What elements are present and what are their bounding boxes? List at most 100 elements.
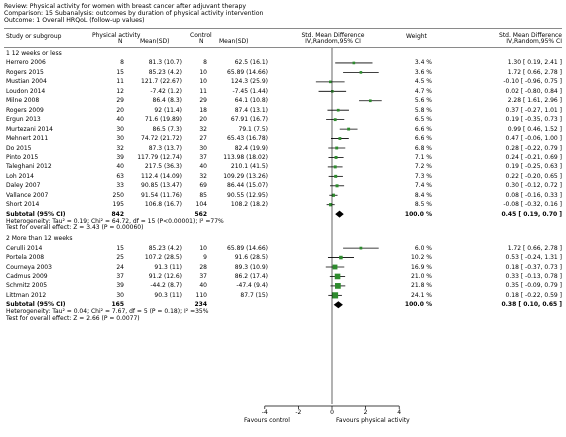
review-line: Review: Physical activity for women with… — [4, 3, 247, 10]
pa-n: 32 — [116, 144, 124, 152]
study-marker — [335, 283, 341, 289]
study-marker — [333, 118, 337, 122]
control-n: 40 — [199, 282, 207, 290]
outcome-line: Outcome: 1 Overall HRQoL (follow-up valu… — [4, 17, 145, 24]
weight-value: 6.8 % — [414, 144, 432, 152]
control-mean-sd: 86.2 (17.4) — [234, 272, 268, 280]
smd-ci-value: 0.19 [ -0.35, 0.73 ] — [505, 116, 562, 124]
study-marker — [359, 71, 363, 74]
weight-value: 16.9 % — [411, 263, 432, 271]
pa-n: 25 — [116, 254, 124, 262]
study-name: Pinto 2015 — [6, 153, 39, 161]
heterogeneity-text: Heterogeneity: Tau² = 0.04; Chi² = 7.67,… — [6, 308, 209, 316]
control-n: 10 — [199, 68, 207, 76]
header-rule-bottom — [4, 47, 562, 48]
weight-value: 7.1 % — [414, 153, 432, 161]
control-mean-sd: 65.43 (16.78) — [227, 135, 268, 143]
subtotal-diamond — [335, 210, 344, 218]
x-tick-label: 4 — [397, 409, 402, 416]
control-mean-sd: -7.45 (1.44) — [232, 87, 268, 95]
smd-ci-value: 0.99 [ 0.46, 1.52 ] — [507, 125, 562, 133]
control-n: 37 — [199, 153, 207, 161]
pa-mean-sd: 92 (11.4) — [154, 106, 182, 114]
study-name: Rogers 2015 — [6, 68, 44, 76]
study-name: Vallance 2007 — [6, 191, 49, 199]
study-name: Rogers 2009 — [6, 106, 44, 114]
smd-ci-value: 0.02 [ -0.80, 0.84 ] — [505, 87, 562, 95]
pa-mean-sd: 91.54 (11.76) — [141, 191, 182, 199]
favours-activity-label: Favours physical activity — [336, 417, 410, 424]
overall-effect-text: Test for overall effect: Z = 3.43 (P = 0… — [6, 224, 144, 232]
smd-ci-value: 0.47 [ -0.06, 1.00 ] — [505, 135, 562, 143]
pa-mean-sd: 71.6 (19.89) — [144, 116, 182, 124]
weight-value: 6.0 % — [414, 244, 432, 252]
study-marker — [331, 90, 334, 93]
control-n: 32 — [199, 125, 207, 133]
pa-mean-sd: 85.23 (4.2) — [148, 68, 182, 76]
smd-ci-value: 0.22 [ -0.20, 0.65 ] — [505, 172, 562, 180]
control-n: 40 — [199, 163, 207, 171]
study-marker — [359, 246, 363, 250]
control-n: 9 — [203, 254, 207, 262]
subgroup-title: 2 More than 12 weeks — [6, 235, 73, 243]
study-name: Daley 2007 — [6, 182, 41, 190]
control-mean-sd: 113.98 (18.02) — [223, 153, 268, 161]
weight-value: 3.4 % — [414, 59, 432, 67]
control-mean-sd: 86.44 (15.07) — [227, 182, 268, 190]
pa-n: 30 — [116, 291, 124, 299]
control-n: 18 — [199, 106, 207, 114]
study-name: Courneya 2003 — [6, 263, 52, 271]
study-marker — [329, 203, 333, 207]
study-name: Do 2015 — [6, 144, 32, 152]
study-name: Mehnert 2011 — [6, 135, 49, 143]
control-mean-sd: 87.4 (13.1) — [234, 106, 268, 114]
control-mean-sd: 124.3 (25.9) — [230, 78, 268, 86]
pa-n: 15 — [116, 68, 124, 76]
pa-n: 40 — [116, 163, 124, 171]
pa-n: 39 — [116, 153, 124, 161]
study-marker — [331, 193, 335, 197]
smd-ci-value: 0.33 [ -0.13, 0.78 ] — [505, 272, 562, 280]
study-name: Mustian 2004 — [6, 78, 47, 86]
pa-mean-sd: 106.8 (16.7) — [144, 201, 182, 209]
col-smd-title: Std. Mean Difference — [301, 32, 365, 39]
pa-n: 24 — [116, 263, 124, 271]
control-mean-sd: 89.3 (10.9) — [234, 263, 268, 271]
pa-mean-sd: 90.3 (11) — [154, 291, 182, 299]
pa-n: 40 — [116, 116, 124, 124]
control-n: 10 — [199, 78, 207, 86]
study-name: Portela 2008 — [6, 254, 45, 262]
smd-ci-value: 0.19 [ -0.25, 0.63 ] — [505, 163, 562, 171]
pa-n: 37 — [116, 272, 124, 280]
study-marker — [336, 108, 340, 112]
col-study: Study or subgroup — [6, 33, 62, 40]
pa-n: 33 — [116, 182, 124, 190]
study-name: Cerulli 2014 — [6, 244, 43, 252]
weight-value: 7.4 % — [414, 182, 432, 190]
control-n: 30 — [199, 144, 207, 152]
subtotal-ci: 0.38 [ 0.10, 0.65 ] — [501, 301, 562, 309]
control-n: 69 — [199, 182, 207, 190]
pa-mean-sd: 74.72 (21.72) — [141, 135, 182, 143]
weight-value: 4.5 % — [414, 78, 432, 86]
subtotal-diamond — [333, 301, 343, 309]
study-name: Schmitz 2005 — [6, 282, 48, 290]
weight-value: 10.2 % — [411, 254, 432, 262]
pa-mean-sd: 91.2 (12.6) — [148, 272, 182, 280]
study-marker — [331, 292, 339, 299]
pa-n: 250 — [112, 191, 124, 199]
study-name: Littman 2012 — [6, 291, 47, 299]
subgroup-title: 1 12 weeks or less — [6, 50, 62, 57]
control-n: 32 — [199, 172, 207, 180]
smd-ci-value: -0.08 [ -0.32, 0.16 ] — [503, 201, 562, 209]
pa-mean-sd: 121.7 (22.67) — [141, 78, 182, 86]
control-n: 10 — [199, 244, 207, 252]
study-name: Loudon 2014 — [6, 87, 46, 95]
pa-mean-sd: 217.5 (36.3) — [144, 163, 182, 171]
weight-value: 21.0 % — [411, 272, 432, 280]
smd-ci-value: 0.53 [ -0.24, 1.31 ] — [505, 254, 562, 262]
subtotal-pa-n: 165 — [111, 301, 124, 309]
weight-value: 24.1 % — [411, 291, 432, 299]
study-name: Ergun 2013 — [6, 116, 41, 124]
favours-control-label: Favours control — [244, 417, 290, 424]
